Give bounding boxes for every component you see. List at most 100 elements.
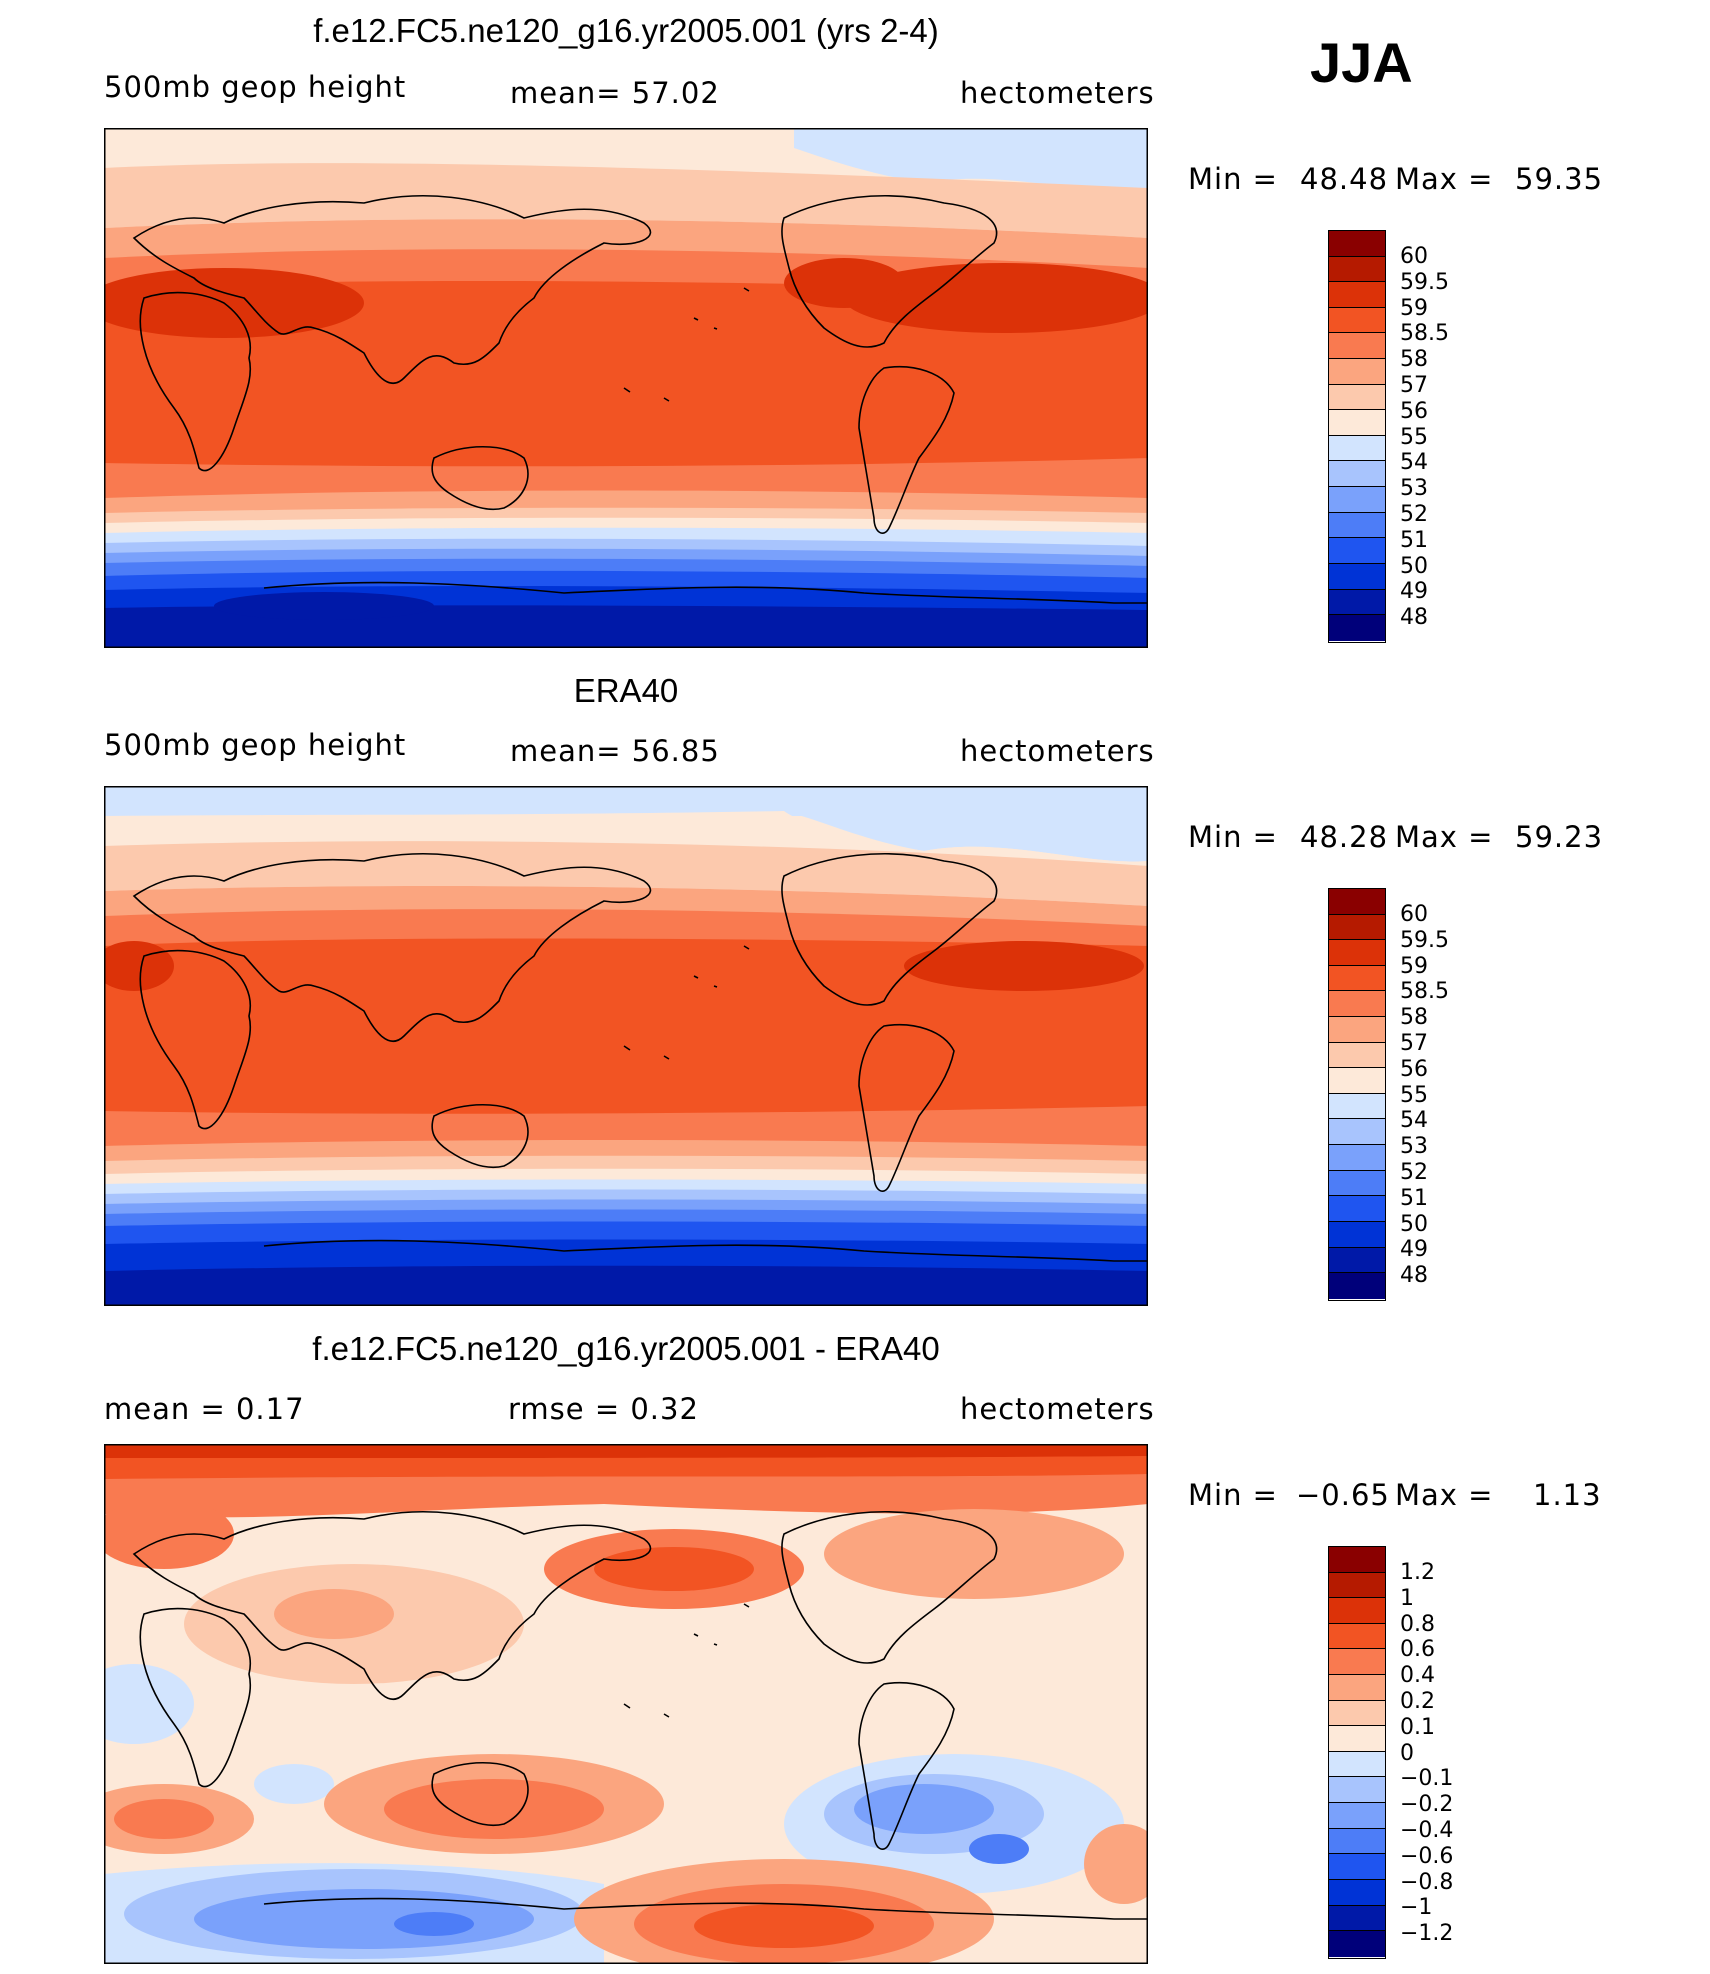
panel-obs-colorbar-swatch [1329,1119,1385,1146]
diff-coastlines [132,1511,1148,1920]
panel-diff-colorbar-tick-label: −0.2 [1400,1792,1454,1818]
panel-model-colorbar-tick-label: 59 [1400,295,1428,321]
panel-model-title: f.e12.FC5.ne120_g16.yr2005.001 (yrs 2-4) [313,12,939,49]
diff-blob-indian-blue [254,1764,334,1804]
panel-diff-title: f.e12.FC5.ne120_g16.yr2005.001 - ERA40 [312,1330,940,1367]
panel-diff-colorbar-swatch [1329,1777,1385,1804]
panel-diff-mean-label: mean = 0.17 [104,1392,305,1426]
panel-obs-colorbar-tick-label: 52 [1400,1160,1428,1185]
panel-model-colorbar-tick-label: 60 [1400,244,1428,269]
panel-obs-variable-label: 500mb geop height [104,728,407,762]
panel-obs-colorbar-tick-label: 54 [1400,1108,1428,1134]
panel-diff-colorbar-tick-label: 0.4 [1400,1663,1435,1689]
panel-obs-colorbar-tick-label: 51 [1400,1185,1428,1211]
panel-diff-colorbar [1328,1546,1386,1959]
panel-obs-colorbar-swatch [1329,1145,1385,1171]
model-blob-atlantic [844,263,1148,333]
panel-diff-colorbar-tick-label: −0.8 [1400,1869,1454,1895]
panel-model-colorbar-tick-label: 53 [1400,476,1428,502]
panel-obs-colorbar-tick-label: 59 [1400,953,1428,979]
panel-obs-max-value: 59.23 [1515,820,1604,854]
panel-obs-colorbar-tick-label: 57 [1400,1031,1428,1056]
panel-model-colorbar-swatch [1329,461,1385,488]
panel-obs-colorbar-tick-label: 48 [1400,1263,1428,1289]
obs-band-s10 [104,1265,1148,1306]
panel-obs-units-label: hectometers [960,734,1155,768]
panel-model-map [104,128,1148,648]
panel-obs-colorbar-swatch [1329,991,1385,1018]
panel-obs-colorbar-swatch [1329,1170,1385,1197]
panel-diff-units-label: hectometers [960,1392,1155,1426]
panel-model-colorbar-swatch [1329,512,1385,539]
panel-obs-colorbar-swatch [1329,889,1385,915]
model-blob-namerica [784,258,904,308]
panel-diff-colorbar-swatch [1329,1726,1385,1752]
model-blob-mediterranean [104,268,364,338]
panel-model-colorbar-swatch [1329,256,1385,283]
panel-diff-colorbar-tick-label: 0.6 [1400,1637,1435,1663]
diff-blob-antarctic-core [394,1912,474,1936]
panel-obs-colorbar-tick-label: 60 [1400,902,1428,927]
panel-obs-max-label: Max = [1395,820,1494,854]
panel-diff-colorbar-tick-label: 0.2 [1400,1689,1435,1714]
diff-blob-spacific-core [969,1834,1029,1864]
panel-diff-map-svg [104,1444,1148,1964]
panel-diff-colorbar-swatch [1329,1700,1385,1727]
panel-obs-colorbar-swatch [1329,1017,1385,1043]
model-blob-arctic-blue [794,128,1148,191]
panel-diff-rmse-label: rmse = 0.32 [508,1392,699,1426]
panel-diff-colorbar-tick-label: −1 [1400,1895,1433,1921]
panel-model-max-label: Max = [1395,162,1494,196]
panel-model-map-svg [104,128,1148,648]
panel-obs-colorbar-swatch [1329,965,1385,992]
panel-model-colorbar-swatch [1329,384,1385,411]
panel-model-colorbar-swatch [1329,615,1385,641]
panel-diff-colorbar-swatch [1329,1751,1385,1778]
panel-diff-colorbar-swatch [1329,1879,1385,1906]
panel-obs-colorbar-swatch [1329,1247,1385,1274]
panel-model-mean-label: mean= 57.02 [510,76,720,110]
panel-obs-map-svg [104,786,1148,1306]
panel-obs-colorbar-tick-label: 49 [1400,1237,1428,1263]
panel-obs-colorbar-swatch [1329,914,1385,941]
panel-model-colorbar-swatch [1329,282,1385,308]
panel-obs-colorbar-tick-label: 53 [1400,1134,1428,1160]
panel-diff-colorbar-swatch [1329,1931,1385,1957]
panel-model-colorbar-tick-label: 48 [1400,605,1428,631]
panel-obs-colorbar-swatch [1329,1196,1385,1222]
panel-obs-colorbar-swatch [1329,1221,1385,1248]
panel-model-colorbar-swatch [1329,563,1385,590]
panel-model-colorbar-swatch [1329,307,1385,334]
panel-obs-colorbar [1328,888,1386,1301]
panel-model-colorbar-swatch [1329,538,1385,564]
panel-obs-min-value: 48.28 [1300,820,1389,854]
panel-obs-colorbar-swatch [1329,940,1385,966]
diff-band-arctic-max [104,1444,1148,1458]
panel-diff-colorbar-swatch [1329,1598,1385,1624]
panel-obs-colorbar-tick-label: 58.5 [1400,979,1449,1005]
panel-model-colorbar-tick-label: 58 [1400,347,1428,373]
diff-blob-namerica [824,1509,1124,1599]
panel-diff-colorbar-swatch [1329,1649,1385,1676]
panel-obs-title: ERA40 [573,672,679,709]
panel-obs-colorbar-tick-label: 50 [1400,1211,1428,1237]
panel-model-colorbar-swatch [1329,410,1385,436]
model-map-frame [104,128,1148,648]
obs-blob-arctic-blue [784,786,1148,862]
panel-diff-min-value: −0.65 [1296,1478,1390,1512]
diff-blob-antarctic-red3 [694,1904,874,1948]
panel-diff-colorbar-tick-label: −1.2 [1400,1921,1454,1947]
panel-obs-colorbar-swatch [1329,1042,1385,1069]
panel-obs-colorbar-swatch [1329,1068,1385,1094]
panel-diff-colorbar-tick-label: −0.4 [1400,1818,1454,1843]
obs-blob-atlantic [904,941,1144,991]
panel-model-colorbar-tick-label: 58.5 [1400,321,1449,347]
season-label: JJA [1310,31,1413,94]
panel-model-colorbar-tick-label: 59.5 [1400,269,1449,295]
panel-diff-colorbar-tick-label: 0.8 [1400,1611,1435,1637]
panel-obs-colorbar-tick-label: 59.5 [1400,927,1449,953]
panel-model-colorbar-tick-label: 50 [1400,553,1428,579]
panel-diff-colorbar-tick-label: 1 [1400,1585,1414,1611]
diff-blob-npacific-core [594,1547,754,1591]
panel-diff-colorbar-tick-label: 0 [1400,1740,1414,1766]
